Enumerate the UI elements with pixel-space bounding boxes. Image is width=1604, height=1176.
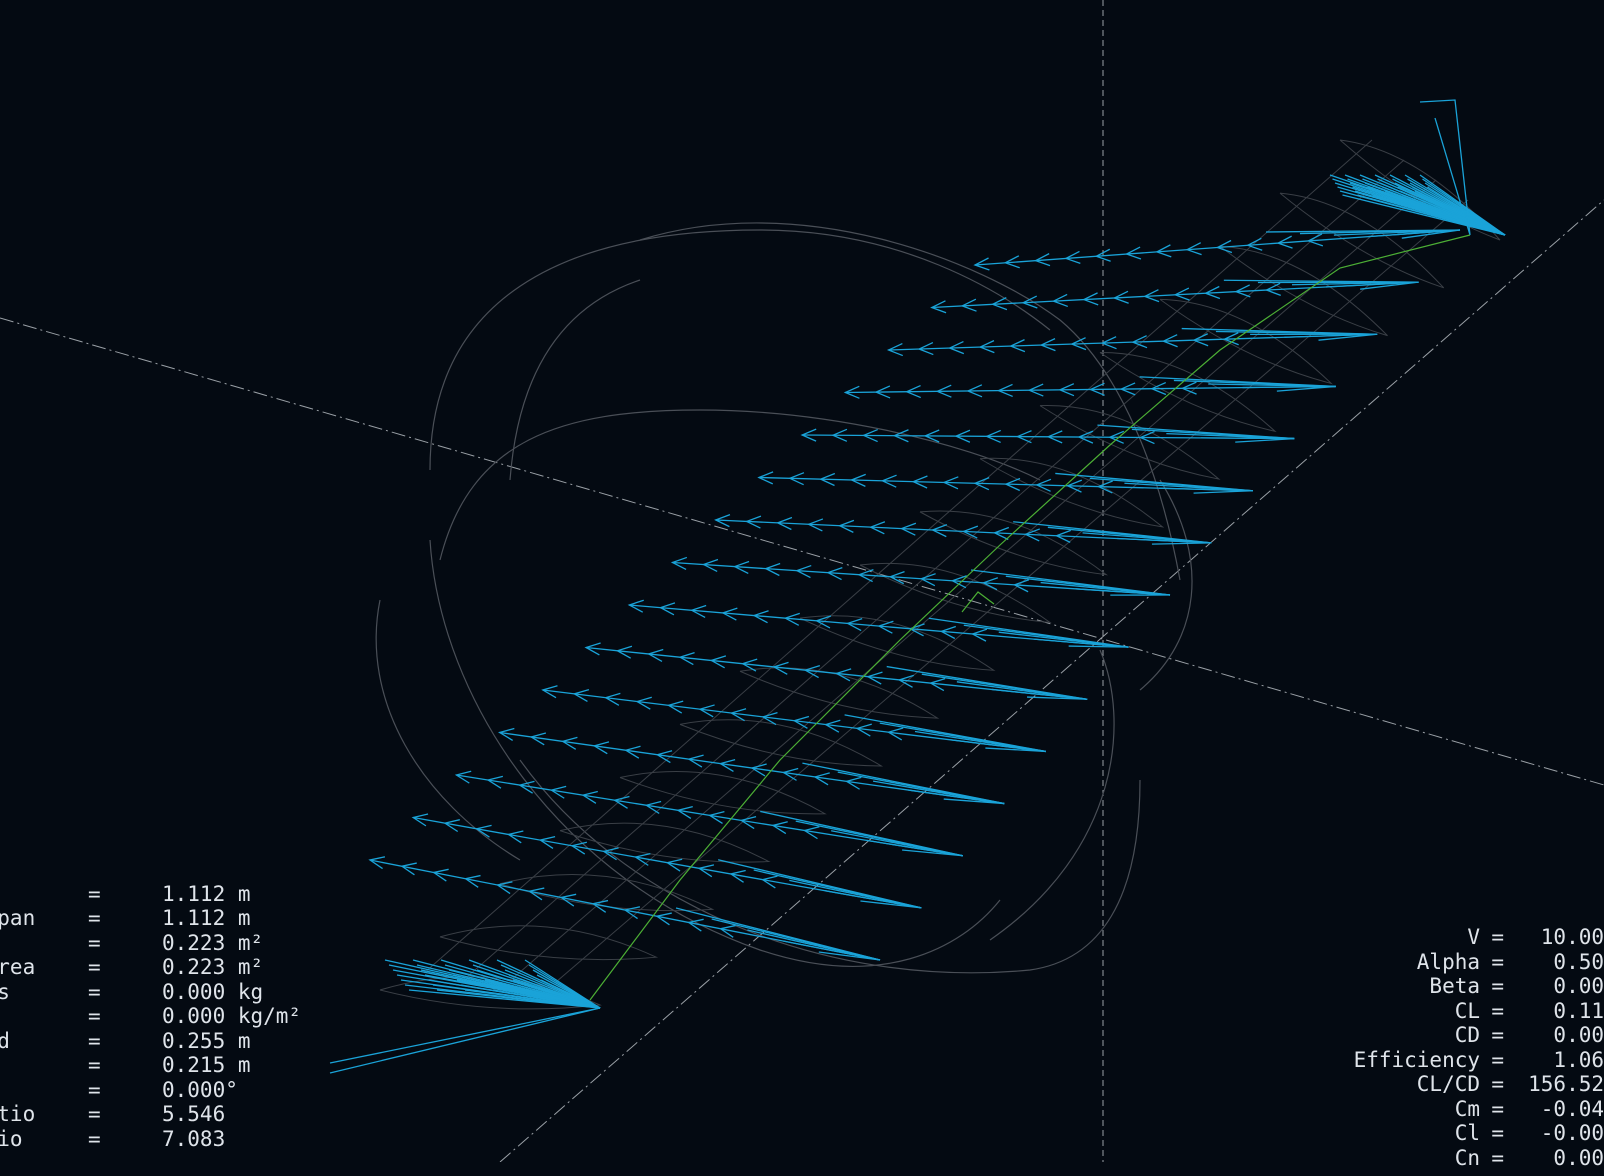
- wing-prop-label: atio: [0, 1127, 23, 1152]
- aero-result-value: 0.50: [1512, 950, 1604, 975]
- aero-result-row: Alpha = 0.50: [1329, 950, 1604, 975]
- aero-result-value: -0.04: [1512, 1097, 1604, 1122]
- streamline: [520, 760, 1140, 973]
- mesh-panel-outline: [980, 458, 1163, 527]
- aero-result-label: Cm: [1455, 1097, 1480, 1122]
- aero-result-label: Cl: [1455, 1121, 1480, 1146]
- wing-prop-value: 7.083: [162, 1127, 225, 1152]
- streamlines: [376, 223, 1192, 973]
- aero-results-panel: V = 10.00 Alpha = 0.50 Beta = 0.00 CL = 0.11 CD = 0.00…: [1329, 925, 1604, 1170]
- mesh-panel-outline: [560, 823, 769, 862]
- aero-result-eq: =: [1491, 1072, 1504, 1097]
- wing-prop-value: 0.255 m: [162, 1029, 251, 1054]
- wing-prop-label: ord: [0, 1029, 10, 1054]
- wing-prop-eq: =: [88, 906, 101, 931]
- aero-result-label: V: [1467, 925, 1480, 950]
- mesh-panel-outline: [740, 668, 938, 718]
- aero-result-label: Efficiency: [1354, 1048, 1480, 1073]
- streamline: [1140, 480, 1192, 690]
- aero-result-row: Cm = -0.04: [1329, 1097, 1604, 1122]
- wing-prop-eq: =: [88, 1127, 101, 1152]
- wing-prop-value: 0.215 m: [162, 1053, 251, 1078]
- force-vector-fan: [908, 790, 1004, 804]
- aero-result-value: -0.00: [1512, 1121, 1604, 1146]
- streamline: [640, 223, 1180, 580]
- wing-prop-eq: =: [88, 980, 101, 1005]
- aero-result-value: 0.00: [1512, 974, 1604, 999]
- force-vector-fan: [825, 891, 922, 908]
- streamline: [376, 600, 520, 860]
- aero-result-eq: =: [1491, 999, 1504, 1024]
- wing-prop-eq: =: [88, 1102, 101, 1127]
- aero-result-label: Alpha: [1417, 950, 1480, 975]
- cg-marker-icon: [962, 592, 994, 612]
- wing-prop-eq: =: [88, 1029, 101, 1054]
- tip-vector-long: [330, 1008, 600, 1073]
- aero-result-label: CL: [1455, 999, 1480, 1024]
- wing-prop-eq: =: [88, 931, 101, 956]
- aero-result-eq: =: [1491, 1097, 1504, 1122]
- wing-prop-eq: =: [88, 1053, 101, 1078]
- wing-prop-eq: =: [88, 1078, 101, 1103]
- aero-result-value: 0.00: [1512, 1023, 1604, 1048]
- aero-result-value: 1.06: [1512, 1048, 1604, 1073]
- force-vector-fan: [950, 740, 1046, 752]
- aero-result-label: CL/CD: [1417, 1072, 1480, 1097]
- force-vector-fan: [1152, 543, 1211, 544]
- x-axis: [0, 318, 1604, 785]
- wing-prop-value: 0.223 m²: [162, 955, 263, 980]
- streamline: [510, 280, 640, 480]
- wing-prop-value: 1.112 m: [162, 882, 251, 907]
- aero-result-label: Cn: [1455, 1146, 1480, 1171]
- wing-prop-label: Span: [0, 906, 35, 931]
- wing-prop-eq: =: [88, 1004, 101, 1029]
- wing-prop-eq: =: [88, 955, 101, 980]
- aero-result-row: Cl = -0.00: [1329, 1121, 1604, 1146]
- aero-result-eq: =: [1491, 925, 1504, 950]
- aero-result-value: 10.00: [1512, 925, 1604, 950]
- wing-prop-value: 0.000°: [162, 1078, 238, 1103]
- mesh-panel-outline: [860, 563, 1050, 622]
- wing-prop-value: 0.000 kg/m²: [162, 1004, 301, 1029]
- aero-result-eq: =: [1491, 1121, 1504, 1146]
- quarter-chord-line: [590, 235, 1470, 1000]
- aero-result-row: CL = 0.11: [1329, 999, 1604, 1024]
- streamline: [430, 540, 1000, 966]
- wing-prop-value: 0.000 kg: [162, 980, 263, 1005]
- force-vector-fan: [1235, 439, 1294, 443]
- tip-vector-long: [330, 1008, 600, 1063]
- aero-result-row: Beta = 0.00: [1329, 974, 1604, 999]
- aero-result-label: Beta: [1429, 974, 1480, 999]
- wing-prop-label: ass: [0, 980, 10, 1005]
- mesh-spanwise-line: [424, 140, 1372, 973]
- wing-prop-value: 5.546: [162, 1102, 225, 1127]
- aero-result-eq: =: [1491, 1023, 1504, 1048]
- force-vector-fan: [1201, 438, 1295, 439]
- wing-prop-value: 0.223 m²: [162, 931, 263, 956]
- mesh-panel-outline: [920, 511, 1106, 575]
- aero-result-eq: =: [1491, 1146, 1504, 1171]
- force-vector-fan: [867, 840, 963, 855]
- aero-result-value: 0.11: [1512, 999, 1604, 1024]
- aero-result-value: 0.00: [1512, 1146, 1604, 1171]
- spar-line: [590, 235, 1470, 1000]
- aero-result-row: V = 10.00: [1329, 925, 1604, 950]
- wing-prop-label: Ratio: [0, 1102, 35, 1127]
- aero-result-eq: =: [1491, 1048, 1504, 1073]
- force-vector-fan: [1194, 491, 1253, 493]
- wing-prop-eq: =: [88, 882, 101, 907]
- wing-prop-value: 1.112 m: [162, 906, 251, 931]
- aero-result-row: CL/CD = 156.52: [1329, 1072, 1604, 1097]
- aero-result-label: CD: [1455, 1023, 1480, 1048]
- aero-result-value: 156.52: [1512, 1072, 1604, 1097]
- aero-result-eq: =: [1491, 974, 1504, 999]
- aero-result-row: CD = 0.00: [1329, 1023, 1604, 1048]
- aero-result-eq: =: [1491, 950, 1504, 975]
- streamline: [430, 230, 1050, 470]
- aero-result-row: Efficiency = 1.06: [1329, 1048, 1604, 1073]
- aero-result-row: Cn = 0.00: [1329, 1146, 1604, 1171]
- wing-prop-label: Area: [0, 955, 35, 980]
